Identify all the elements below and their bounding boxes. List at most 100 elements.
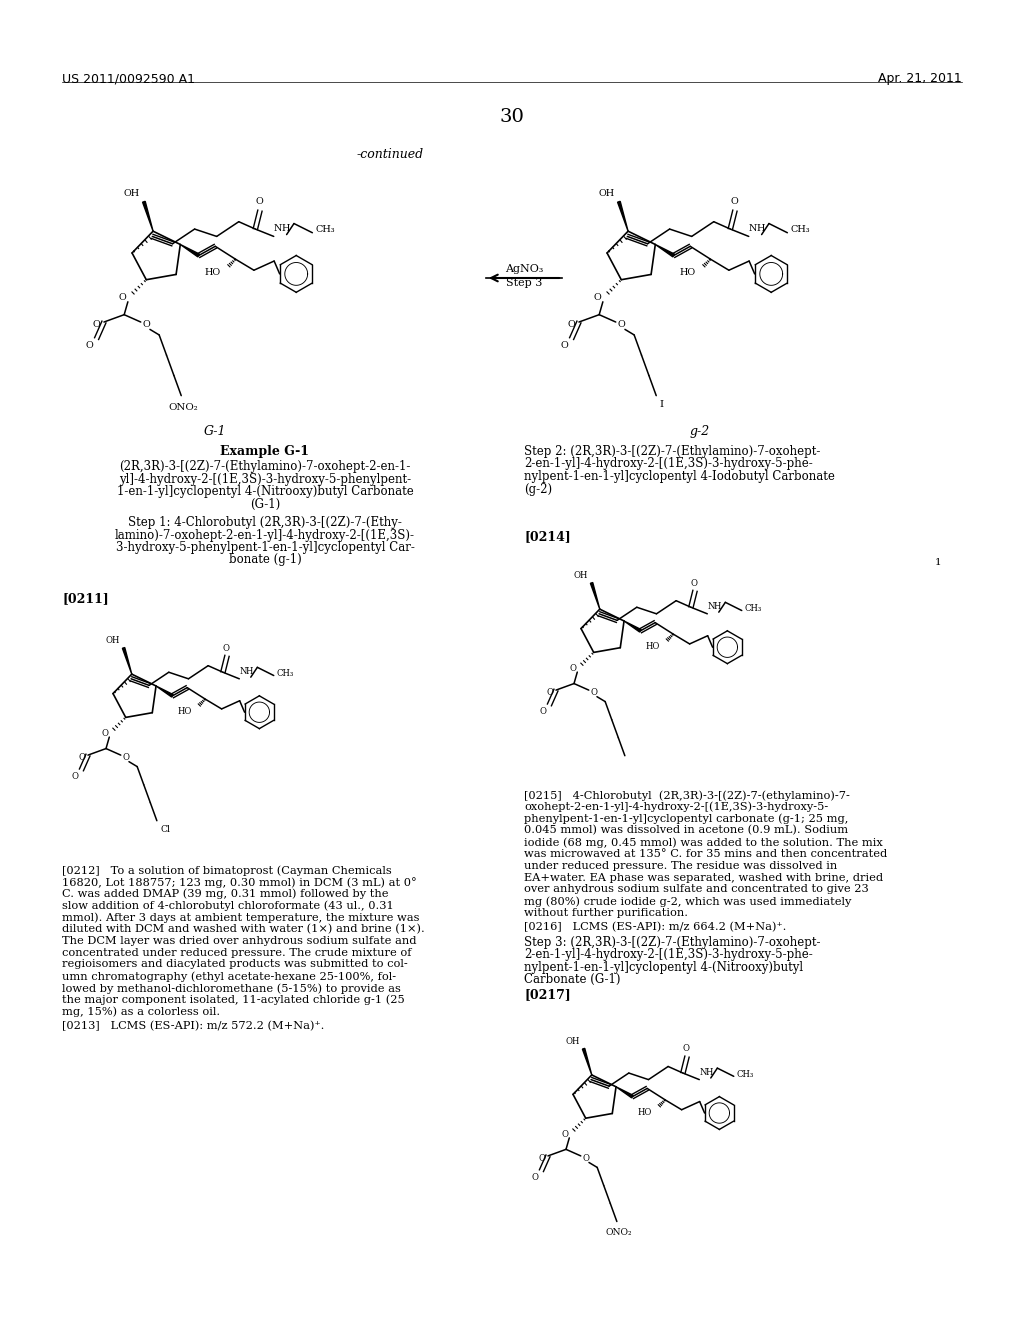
Text: 2-en-1-yl]-4-hydroxy-2-[(1E,3S)-3-hydroxy-5-phe-: 2-en-1-yl]-4-hydroxy-2-[(1E,3S)-3-hydrox…	[524, 458, 813, 470]
Text: over anhydrous sodium sulfate and concentrated to give 23: over anhydrous sodium sulfate and concen…	[524, 884, 868, 895]
Text: O: O	[223, 644, 230, 652]
Text: OH: OH	[124, 189, 139, 198]
Text: nylpent-1-en-1-yl]cyclopentyl 4-(Nitrooxy)butyl: nylpent-1-en-1-yl]cyclopentyl 4-(Nitroox…	[524, 961, 803, 974]
Polygon shape	[624, 620, 641, 632]
Text: lowed by methanol-dichloromethane (5-15%) to provide as: lowed by methanol-dichloromethane (5-15%…	[62, 983, 400, 994]
Text: [0213]   LCMS (ES-API): m/z 572.2 (M+Na)⁺.: [0213] LCMS (ES-API): m/z 572.2 (M+Na)⁺.	[62, 1020, 325, 1031]
Text: 0.045 mmol) was dissolved in acetone (0.9 mL). Sodium: 0.045 mmol) was dissolved in acetone (0.…	[524, 825, 848, 836]
Text: ONO₂: ONO₂	[168, 403, 198, 412]
Text: mg, 15%) as a colorless oil.: mg, 15%) as a colorless oil.	[62, 1007, 220, 1018]
Text: 2-en-1-yl]-4-hydroxy-2-[(1E,3S)-3-hydroxy-5-phe-: 2-en-1-yl]-4-hydroxy-2-[(1E,3S)-3-hydrox…	[524, 948, 813, 961]
Text: lamino)-7-oxohept-2-en-1-yl]-4-hydroxy-2-[(1E,3S)-: lamino)-7-oxohept-2-en-1-yl]-4-hydroxy-2…	[115, 528, 415, 541]
Text: [0215]   4-Chlorobutyl  (2R,3R)-3-[(2Z)-7-(ethylamino)-7-: [0215] 4-Chlorobutyl (2R,3R)-3-[(2Z)-7-(…	[524, 789, 850, 800]
Text: HO: HO	[679, 268, 695, 277]
Text: OH: OH	[573, 572, 588, 581]
Text: I: I	[659, 400, 664, 409]
Text: diluted with DCM and washed with water (1×) and brine (1×).: diluted with DCM and washed with water (…	[62, 924, 425, 935]
Text: 16820, Lot 188757; 123 mg, 0.30 mmol) in DCM (3 mL) at 0°: 16820, Lot 188757; 123 mg, 0.30 mmol) in…	[62, 876, 417, 887]
Text: N: N	[708, 602, 715, 611]
Polygon shape	[156, 686, 173, 697]
Text: O: O	[569, 664, 577, 673]
Polygon shape	[616, 1086, 633, 1098]
Text: 3-hydroxy-5-phenylpent-1-en-1-yl]cyclopentyl Car-: 3-hydroxy-5-phenylpent-1-en-1-yl]cyclope…	[116, 541, 415, 554]
Text: O: O	[691, 578, 698, 587]
Text: HO: HO	[177, 708, 191, 717]
Text: H: H	[714, 602, 721, 611]
Text: [0211]: [0211]	[62, 591, 109, 605]
Text: O: O	[540, 708, 547, 717]
Text: ONO₂: ONO₂	[605, 1228, 632, 1237]
Text: slow addition of 4-chlorobutyl chloroformate (43 ul., 0.31: slow addition of 4-chlorobutyl chlorofor…	[62, 900, 394, 911]
Polygon shape	[617, 202, 628, 231]
Text: CH₃: CH₃	[276, 669, 294, 678]
Text: under reduced pressure. The residue was dissolved in: under reduced pressure. The residue was …	[524, 861, 838, 871]
Text: Carbonate (G-1): Carbonate (G-1)	[524, 973, 621, 986]
Text: O: O	[93, 321, 100, 329]
Text: O: O	[531, 1173, 539, 1183]
Text: H: H	[706, 1068, 714, 1077]
Text: regioisomers and diacylated products was submitted to col-: regioisomers and diacylated products was…	[62, 960, 408, 969]
Text: G-1: G-1	[204, 425, 226, 438]
Text: Apr. 21, 2011: Apr. 21, 2011	[879, 73, 962, 84]
Text: -continued: -continued	[356, 148, 424, 161]
Polygon shape	[180, 244, 200, 257]
Text: O: O	[101, 729, 109, 738]
Text: CH₃: CH₃	[736, 1069, 754, 1078]
Text: [0217]: [0217]	[524, 987, 570, 1001]
Text: Step 3: Step 3	[506, 279, 542, 288]
Text: H: H	[282, 223, 290, 232]
Text: (g-2): (g-2)	[524, 483, 552, 495]
Text: 1-en-1-yl]cyclopentyl 4-(Nitrooxy)butyl Carbonate: 1-en-1-yl]cyclopentyl 4-(Nitrooxy)butyl …	[117, 484, 414, 498]
Text: Step 2: (2R,3R)-3-[(2Z)-7-(Ethylamino)-7-oxohept-: Step 2: (2R,3R)-3-[(2Z)-7-(Ethylamino)-7…	[524, 445, 820, 458]
Text: N: N	[273, 223, 282, 232]
Text: HO: HO	[637, 1107, 651, 1117]
Text: phenylpent-1-en-1-yl]cyclopentyl carbonate (g-1; 25 mg,: phenylpent-1-en-1-yl]cyclopentyl carbona…	[524, 813, 848, 824]
Polygon shape	[655, 244, 675, 257]
Text: CH₃: CH₃	[744, 605, 762, 612]
Text: [0216]   LCMS (ES-API): m/z 664.2 (M+Na)⁺.: [0216] LCMS (ES-API): m/z 664.2 (M+Na)⁺.	[524, 921, 786, 932]
Text: nylpent-1-en-1-yl]cyclopentyl 4-Iodobutyl Carbonate: nylpent-1-en-1-yl]cyclopentyl 4-Iodobuty…	[524, 470, 835, 483]
Text: AgNO₃: AgNO₃	[505, 264, 543, 275]
Text: O: O	[617, 321, 626, 329]
Text: mg (80%) crude iodide g-2, which was used immediately: mg (80%) crude iodide g-2, which was use…	[524, 896, 851, 907]
Polygon shape	[142, 202, 153, 231]
Text: (G-1): (G-1)	[250, 498, 281, 511]
Text: Step 3: (2R,3R)-3-[(2Z)-7-(Ethylamino)-7-oxohept-: Step 3: (2R,3R)-3-[(2Z)-7-(Ethylamino)-7…	[524, 936, 820, 949]
Text: without further purification.: without further purification.	[524, 908, 688, 917]
Text: OH: OH	[599, 189, 614, 198]
Text: H: H	[246, 668, 253, 676]
Text: yl]-4-hydroxy-2-[(1E,3S)-3-hydroxy-5-phenylpent-: yl]-4-hydroxy-2-[(1E,3S)-3-hydroxy-5-phe…	[119, 473, 411, 486]
Text: HO: HO	[645, 643, 659, 651]
Text: O: O	[142, 321, 151, 329]
Polygon shape	[123, 648, 132, 675]
Text: H: H	[756, 223, 765, 232]
Text: oxohept-2-en-1-yl]-4-hydroxy-2-[(1E,3S)-3-hydroxy-5-: oxohept-2-en-1-yl]-4-hydroxy-2-[(1E,3S)-…	[524, 801, 828, 812]
Text: N: N	[699, 1068, 707, 1077]
Text: N: N	[240, 668, 247, 676]
Text: iodide (68 mg, 0.45 mmol) was added to the solution. The mix: iodide (68 mg, 0.45 mmol) was added to t…	[524, 837, 883, 847]
Text: OH: OH	[105, 636, 120, 645]
Text: CH₃: CH₃	[791, 226, 810, 235]
Text: CH₃: CH₃	[315, 226, 335, 235]
Text: the major component isolated, 11-acylated chloride g-1 (25: the major component isolated, 11-acylate…	[62, 995, 404, 1006]
Text: O: O	[123, 754, 129, 763]
Text: The DCM layer was dried over anhydrous sodium sulfate and: The DCM layer was dried over anhydrous s…	[62, 936, 417, 946]
Text: O: O	[560, 342, 568, 350]
Text: US 2011/0092590 A1: US 2011/0092590 A1	[62, 73, 195, 84]
Text: 30: 30	[500, 108, 524, 125]
Text: O: O	[591, 689, 597, 697]
Text: OH: OH	[565, 1038, 580, 1047]
Text: O: O	[561, 1130, 568, 1139]
Polygon shape	[591, 582, 600, 609]
Text: O: O	[730, 197, 738, 206]
Polygon shape	[583, 1048, 592, 1074]
Text: O: O	[594, 293, 601, 301]
Text: 1: 1	[935, 558, 942, 568]
Text: O: O	[583, 1154, 590, 1163]
Text: O: O	[568, 321, 575, 329]
Text: was microwaved at 135° C. for 35 mins and then concentrated: was microwaved at 135° C. for 35 mins an…	[524, 849, 887, 859]
Text: g-2: g-2	[690, 425, 710, 438]
Text: O: O	[119, 293, 126, 301]
Text: O: O	[78, 754, 85, 763]
Text: [0214]: [0214]	[524, 531, 570, 543]
